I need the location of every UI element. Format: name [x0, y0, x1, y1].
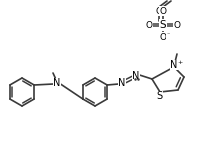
Text: N: N: [170, 60, 178, 70]
Text: O: O: [174, 20, 180, 30]
Text: O: O: [159, 32, 166, 41]
Text: N: N: [118, 78, 126, 88]
Text: O: O: [159, 6, 166, 15]
Text: +: +: [177, 60, 183, 65]
Text: ⁻: ⁻: [166, 34, 170, 39]
Text: O: O: [145, 20, 153, 30]
Text: S: S: [160, 20, 166, 30]
Text: N: N: [132, 71, 140, 81]
Text: O: O: [155, 6, 163, 15]
Text: S: S: [156, 91, 162, 101]
Text: N: N: [53, 78, 61, 88]
